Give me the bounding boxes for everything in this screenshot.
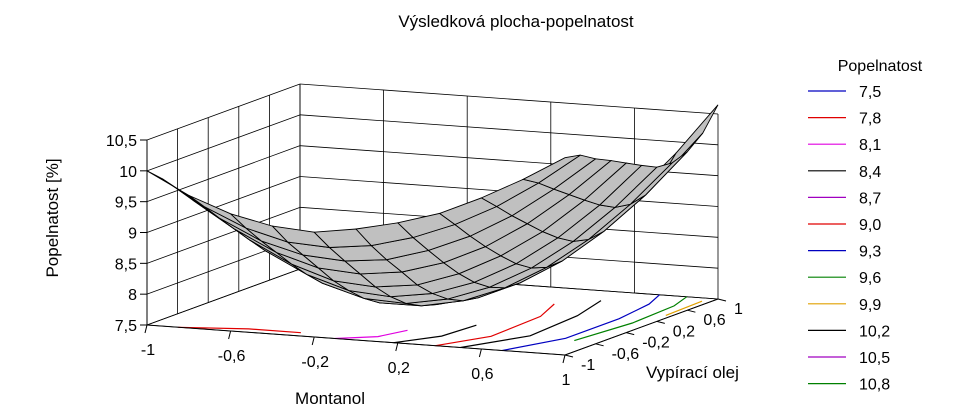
y-tick-label: -1 [581,357,595,374]
y-tick-label: -0,6 [612,346,640,363]
y-tick-label: 1 [734,301,743,318]
z-tick-label: 10 [119,164,137,181]
back-wall-gridline [146,83,301,141]
x-tick-mark [228,330,232,340]
x-tick-label: -0,6 [218,348,246,365]
legend-item-label: 7,5 [859,84,881,101]
legend-item-label: 9,6 [859,270,881,287]
y-tick-label: -0,2 [642,335,670,352]
surface-cell [188,194,247,229]
y-tick-mark [656,320,665,324]
back-wall-gridline [146,145,301,203]
x-tick-label: -1 [141,342,155,359]
x-axis-title: Montanol [295,389,365,408]
floor-contours [178,294,703,352]
surface-cell [146,170,205,207]
y-tick-mark [626,332,635,336]
x-axis-line [146,324,566,356]
side-wall-gridline [299,114,719,146]
contour-line [665,300,703,316]
z-axis-ticks: 7,5 8 8,5 9 9,5 10 10,5 [106,133,147,335]
contour-line [502,294,660,352]
legend-item-label: 10,2 [859,323,890,340]
back-wall-gridline [146,114,301,172]
legend-item-label: 8,7 [859,190,881,207]
back-wall-gridline [146,176,301,233]
z-tick-label: 8,5 [115,256,137,273]
y-axis-title: Vypírací olej [646,363,739,382]
y-tick-label: 0,2 [673,323,695,340]
x-tick-label: 1 [562,372,571,389]
legend-item-label: 7,8 [859,111,881,128]
y-tick-mark [717,298,727,302]
y-axis-line [564,298,719,356]
z-tick-label: 8 [128,287,137,304]
side-wall-gridline [299,83,719,115]
y-axis-ticks: -1 -0,6-0,20,2 0,6 1 [564,298,743,374]
z-tick-label: 7,5 [115,318,137,335]
legend-item-label: 8,1 [859,137,881,154]
contour-line [335,329,408,340]
y-tick-mark [595,343,604,347]
x-tick-mark [562,354,566,364]
legend-item-label: 9,0 [859,217,881,234]
x-tick-mark [144,324,148,334]
contour-line [574,296,688,342]
surface-cell [521,154,581,184]
x-tick-label: -0,2 [301,354,329,371]
contour-line [178,326,301,334]
y-tick-label: 0,6 [703,312,725,329]
legend-item-label: 10,8 [859,377,890,394]
legend-item-label: 10,5 [859,350,890,367]
contour-line [393,324,477,344]
contour-line [460,300,602,349]
legend-item-label: 9,3 [859,244,881,261]
legend: Popelnatost 7,5 7,8 8,1 8,4 8,7 9,0 9,3 9,6 9,9 1… [808,58,923,394]
z-tick-label: 9 [128,226,137,243]
x-tick-label: 0,6 [471,366,493,383]
z-tick-label: 9,5 [115,195,137,212]
x-tick-mark [395,342,399,352]
x-tick-mark [311,336,315,346]
contour-line [435,303,555,347]
chart-title: Výsledková plocha-popelnatost [398,12,634,31]
response-surface [146,104,719,307]
z-axis-title: Popelnatost [%] [43,158,62,277]
y-tick-mark [564,354,574,358]
legend-item-label: 9,9 [859,297,881,314]
x-tick-label: 0,2 [388,360,410,377]
x-axis-ticks: -1 -0,6 -0,2 0,2 0,6 1 [141,324,571,389]
y-tick-mark [687,309,696,313]
z-tick-label: 10,5 [106,133,137,150]
legend-title: Popelnatost [838,58,923,75]
back-wall-gridline [146,206,301,264]
legend-item-label: 8,4 [859,164,881,181]
x-tick-mark [478,348,482,358]
